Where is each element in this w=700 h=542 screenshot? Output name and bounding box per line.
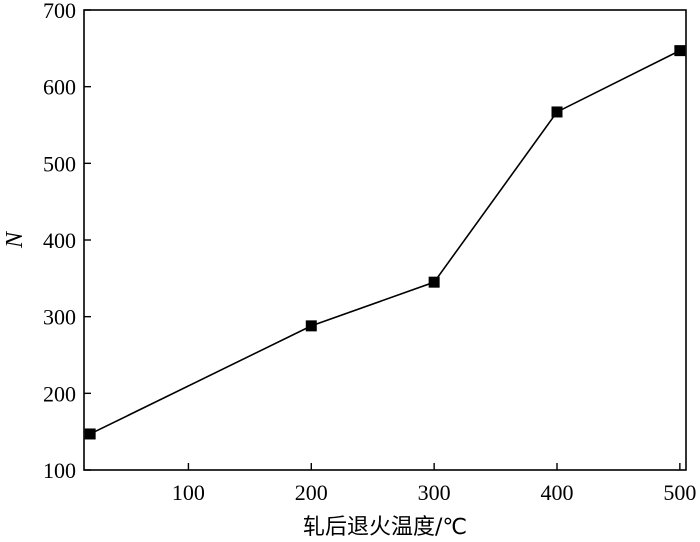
y-tick-label: 700: [43, 0, 76, 23]
y-tick-label: 600: [43, 75, 76, 100]
data-point: [551, 106, 563, 118]
x-tick-label: 100: [172, 480, 205, 505]
y-tick-label: 100: [43, 458, 76, 483]
y-tick-label: 300: [43, 305, 76, 330]
x-tick-label: 200: [295, 480, 328, 505]
x-tick-label: 300: [418, 480, 451, 505]
series-layer: [84, 45, 686, 440]
y-axis-title: N: [2, 230, 28, 249]
data-point: [84, 428, 96, 440]
x-tick-label: 400: [541, 480, 574, 505]
data-point: [305, 320, 317, 332]
x-axis-title: 轧后退火温度/℃: [303, 515, 467, 540]
y-tick-label: 400: [43, 228, 76, 253]
x-tick-label: 500: [663, 480, 696, 505]
plot-frame: [83, 9, 687, 471]
y-tick-label: 500: [43, 151, 76, 176]
data-point: [674, 45, 686, 57]
series-line: [89, 49, 681, 435]
x-ticks: 100 200 300 400 500: [172, 463, 696, 505]
y-tick-label: 200: [43, 381, 76, 406]
data-point: [428, 276, 440, 288]
y-ticks: 100 200 300 400 500 600 700: [43, 0, 91, 483]
